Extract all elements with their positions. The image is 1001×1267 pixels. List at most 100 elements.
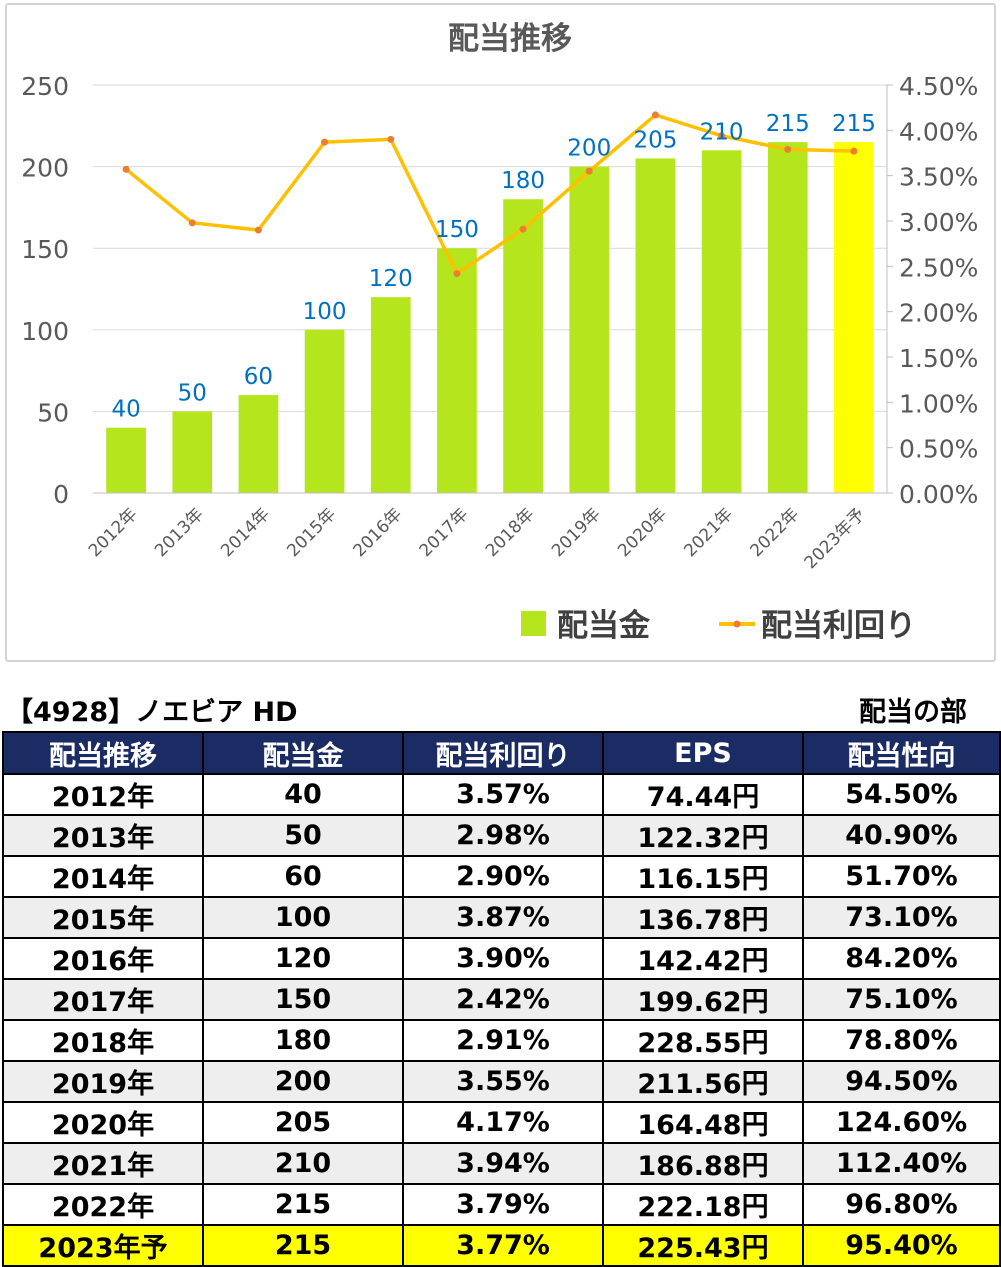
y-left-tick-label: 0 [53,480,69,509]
bar-data-label: 215 [832,111,876,137]
cell-payout: 78.80% [802,1019,1001,1062]
point-yield [453,270,461,278]
legend-label-yield: 配当利回り [761,608,916,644]
bar-dividend [834,142,874,493]
point-yield [122,165,130,173]
bar-data-label: 205 [633,127,677,153]
bar-data-label: 200 [567,136,611,162]
y-right-tick-label: 4.50% [899,72,978,101]
table-caption-row: 【4928】ノエビア HD 配当の部 [0,690,1001,728]
cell-year: 2020年 [2,1101,204,1144]
cell-yield: 3.94% [402,1142,604,1185]
header-dividend: 配当金 [202,731,404,775]
stock-title: 【4928】ノエビア HD [6,697,298,728]
bar-dividend [767,142,808,493]
header-year: 配当推移 [2,731,204,775]
header-payout: 配当性向 [802,731,1001,775]
y-left-tick-label: 50 [37,398,69,427]
bar-data-label: 100 [303,299,347,325]
dividend-table: 配当推移 配当金 配当利回り EPS 配当性向 2012年 40 3.57% 74.4… [2,731,1001,1267]
cell-dividend: 50 [202,814,404,857]
y-right-tick-label: 1.00% [899,389,978,418]
table-row: 2012年 40 3.57% 74.44円 54.50% [2,773,1001,816]
bar-dividend [370,297,411,493]
cell-eps: 136.78円 [602,896,804,939]
table-row: 2021年 210 3.94% 186.88円 112.40% [2,1142,1001,1185]
legend-label-dividend: 配当金 [557,608,651,644]
cell-eps: 225.43円 [602,1224,804,1267]
point-yield [850,147,858,155]
cell-payout: 54.50% [802,773,1001,816]
y-right-tick-label: 3.00% [899,208,978,237]
cell-year: 2023年予 [2,1224,204,1267]
cell-dividend: 180 [202,1019,404,1062]
table-row: 2013年 50 2.98% 122.32円 40.90% [2,814,1001,857]
cell-yield: 3.90% [402,937,604,980]
cell-yield: 2.91% [402,1019,604,1062]
bar-dividend [437,248,477,493]
cell-eps: 164.48円 [602,1101,804,1144]
point-yield [387,135,395,143]
y-left-tick-label: 100 [21,317,69,346]
bar-dividend [304,329,345,493]
bar-dividend [569,166,610,493]
dividend-chart: 配当推移 40 50 60 100 120 150 180 200 205 210 215 215 0… [21,21,978,644]
cell-year: 2021年 [2,1142,204,1185]
y-right-tick-label: 0.00% [899,480,978,509]
y-right-tick-label: 3.50% [899,163,978,192]
cell-dividend: 150 [202,978,404,1021]
x-tick-label: 2012年 [85,504,142,561]
cell-yield: 3.55% [402,1060,604,1103]
x-tick-label: 2023年予 [801,504,870,573]
bar-dividend [503,199,543,494]
x-tick-label: 2020年 [614,504,671,561]
table-row: 2015年 100 3.87% 136.78円 73.10% [2,896,1001,939]
bar-dividend [635,158,676,493]
x-tick-label: 2016年 [350,504,407,561]
cell-yield: 3.79% [402,1183,604,1226]
bar-dividend [106,427,146,493]
table-row: 2019年 200 3.55% 211.56円 94.50% [2,1060,1001,1103]
legend-marker-yield [733,620,741,628]
cell-payout: 94.50% [802,1060,1001,1103]
cell-yield: 2.90% [402,855,604,898]
bar-data-label: 60 [244,364,273,390]
cell-dividend: 210 [202,1142,404,1185]
table-row: 2022年 215 3.79% 222.18円 96.80% [2,1183,1001,1226]
point-yield [718,132,726,140]
cell-eps: 199.62円 [602,978,804,1021]
cell-yield: 3.77% [402,1224,604,1267]
bar-data-label: 215 [766,111,810,137]
cell-payout: 73.10% [802,896,1001,939]
y-right-tick-label: 0.50% [899,435,978,464]
cell-dividend: 100 [202,896,404,939]
x-tick-label: 2018年 [482,504,539,561]
cell-year: 2017年 [2,978,204,1021]
point-yield [651,111,659,119]
x-tick-label: 2022年 [747,504,804,561]
cell-dividend: 215 [202,1224,404,1267]
cell-eps: 228.55円 [602,1019,804,1062]
cell-year: 2018年 [2,1019,204,1062]
cell-payout: 124.60% [802,1101,1001,1144]
y-right-tick-label: 1.50% [899,344,978,373]
bar-data-label: 210 [700,119,744,145]
cell-payout: 95.40% [802,1224,1001,1267]
cell-year: 2014年 [2,855,204,898]
table-row: 2014年 60 2.90% 116.15円 51.70% [2,855,1001,898]
cell-year: 2019年 [2,1060,204,1103]
cell-dividend: 200 [202,1060,404,1103]
point-yield [254,226,262,234]
cell-eps: 74.44円 [602,773,804,816]
x-tick-label: 2019年 [548,504,605,561]
cell-year: 2013年 [2,814,204,857]
chart-title: 配当推移 [448,21,572,57]
cell-eps: 142.42円 [602,937,804,980]
cell-payout: 96.80% [802,1183,1001,1226]
cell-eps: 122.32円 [602,814,804,857]
point-yield [519,225,527,233]
cell-year: 2022年 [2,1183,204,1226]
y-left-tick-label: 200 [21,154,69,183]
x-tick-label: 2014年 [217,504,274,561]
cell-yield: 4.17% [402,1101,604,1144]
